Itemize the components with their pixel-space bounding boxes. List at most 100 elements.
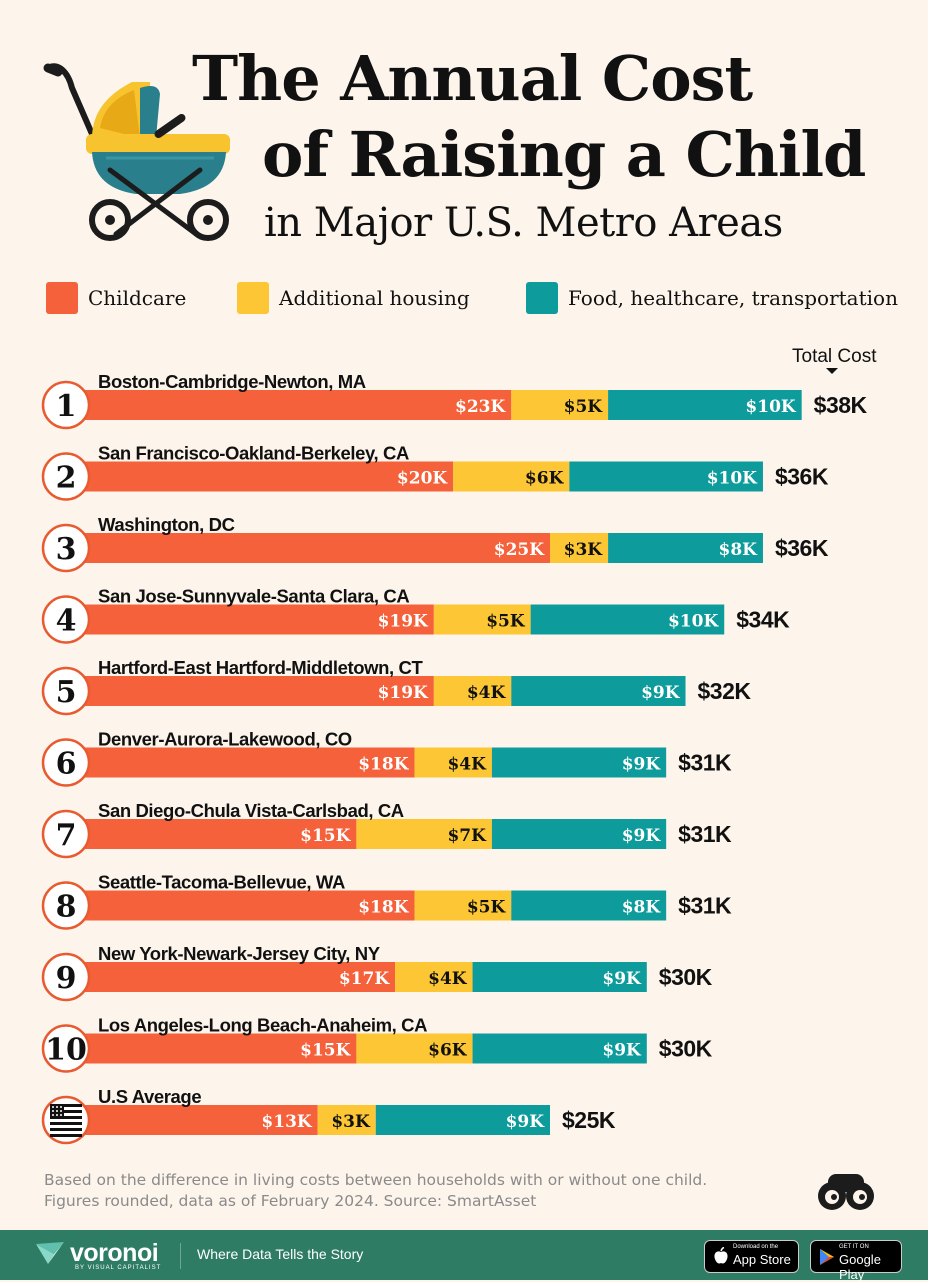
bar-value-label: $5K [564, 397, 604, 417]
rank-number: 2 [56, 461, 77, 496]
metro-name-label: New York-Newark-Jersey City, NY [98, 943, 381, 964]
bar-value-label: $9K [622, 826, 662, 846]
bar-segment [608, 390, 802, 420]
legend-label-food-healthcare-transportation: Food, healthcare, transportation [568, 286, 898, 310]
rank-number: 3 [56, 532, 77, 567]
rank-number: 1 [56, 389, 77, 424]
bar-segment [66, 747, 415, 778]
rank-number: 8 [56, 890, 77, 925]
flag-star [56, 1106, 58, 1108]
app-store-button[interactable]: Download on the App Store [704, 1240, 799, 1273]
bar-value-label: $8K [622, 898, 662, 918]
bar-value-label: $10K [668, 612, 719, 632]
app-store-label: App Store [733, 1252, 791, 1267]
bar-value-label: $10K [707, 469, 758, 489]
bar-segment [511, 390, 609, 420]
google-play-label: Google Play [839, 1252, 881, 1282]
bar-value-label: $4K [428, 969, 468, 989]
brand-name: voronoi [70, 1239, 159, 1267]
total-value-label: $31K [678, 893, 732, 919]
legend-swatch-food-healthcare-transportation [526, 282, 558, 314]
flag-stripe [50, 1128, 82, 1131]
bar-segment [414, 747, 492, 778]
stroller-icon [43, 63, 230, 241]
legend-swatch-childcare [46, 282, 78, 314]
rank-badge [41, 380, 91, 430]
bar-segment [472, 1033, 647, 1064]
flag-stripe [50, 1116, 82, 1119]
bar-segment [511, 890, 667, 921]
stacked-bar-chart: $23K $5K $10K $38K Boston-Cambridge-Newton, … [41, 371, 868, 1145]
bar-value-label: $3K [331, 1112, 371, 1132]
bar-value-label: $18K [358, 898, 409, 918]
flag-stripe [50, 1104, 82, 1107]
bar-segment [66, 890, 415, 921]
bar-value-label: $19K [378, 612, 429, 632]
flag-star [56, 1114, 58, 1116]
bar-segment [66, 604, 434, 635]
legend-childcare: Childcare [46, 282, 186, 314]
tagline: Where Data Tells the Story [197, 1246, 364, 1262]
flag-star [52, 1106, 54, 1108]
app-store-small-label: Download on the [733, 1244, 779, 1250]
rank-badge [41, 452, 91, 501]
total-cost-arrow-icon [826, 368, 838, 374]
bar-segment [511, 676, 686, 706]
flag-star [52, 1114, 54, 1116]
bar-value-label: $6K [525, 469, 565, 489]
rank-badge [41, 952, 91, 1002]
flag-star [60, 1106, 62, 1108]
rank-badge [41, 666, 91, 716]
flag-stripe [50, 1122, 82, 1125]
bar-value-label: $5K [486, 612, 526, 632]
bar-value-label: $9K [622, 755, 662, 775]
total-value-label: $34K [736, 607, 790, 633]
total-value-label: $36K [775, 535, 829, 561]
rank-badge [41, 881, 91, 930]
rank-number: 6 [56, 747, 77, 782]
bar-value-label: $3K [564, 540, 604, 560]
metro-name-label: Boston-Cambridge-Newton, MA [98, 371, 366, 392]
bar-segment [375, 1105, 550, 1135]
bar-segment [66, 1033, 357, 1064]
rank-badge [41, 595, 91, 644]
binoculars-icon [818, 1174, 874, 1210]
title-line-2: of Raising a Child [262, 118, 866, 191]
bar-value-label: $13K [261, 1112, 312, 1132]
bar-value-label: $25K [494, 540, 545, 560]
bar-value-label: $15K [300, 826, 351, 846]
bar-segment [66, 962, 396, 992]
subtitle: in Major U.S. Metro Areas [264, 200, 783, 246]
rank-badge [41, 1024, 91, 1073]
total-value-label: $25K [562, 1107, 616, 1133]
metro-name-label: Los Angeles-Long Beach-Anaheim, CA [98, 1015, 427, 1036]
metro-name-label: Denver-Aurora-Lakewood, CO [98, 729, 352, 750]
us-flag-icon [50, 1104, 82, 1137]
footnote: Based on the difference in living costs … [44, 1171, 708, 1210]
metro-name-label: Hartford-East Hartford-Middletown, CT [98, 657, 423, 678]
bar-value-label: $9K [506, 1112, 546, 1132]
bar-value-label: $4K [447, 755, 487, 775]
bar-value-label: $23K [455, 397, 506, 417]
total-value-label: $30K [659, 1036, 713, 1062]
rank-number: 10 [45, 1033, 87, 1068]
bar-value-label: $8K [719, 540, 759, 560]
bar-segment [550, 533, 609, 563]
total-value-label: $30K [659, 964, 713, 990]
bar-segment [491, 819, 667, 849]
bar-segment [433, 676, 512, 706]
bar-segment [356, 1033, 473, 1064]
brand-subtitle: BY VISUAL CAPITALIST [75, 1265, 162, 1271]
bar-segment [414, 890, 512, 921]
rank-number: 9 [56, 961, 77, 996]
google-play-button[interactable]: GET IT ON Google Play [810, 1240, 902, 1282]
bar-value-label: $5K [467, 898, 507, 918]
rank-number: 4 [56, 604, 77, 639]
apple-icon [714, 1247, 728, 1264]
metro-name-label: Seattle-Tacoma-Bellevue, WA [98, 872, 345, 893]
play-icon [820, 1249, 834, 1265]
flag-star [60, 1114, 62, 1116]
bar-segment [66, 676, 434, 706]
flag-star [52, 1110, 54, 1112]
